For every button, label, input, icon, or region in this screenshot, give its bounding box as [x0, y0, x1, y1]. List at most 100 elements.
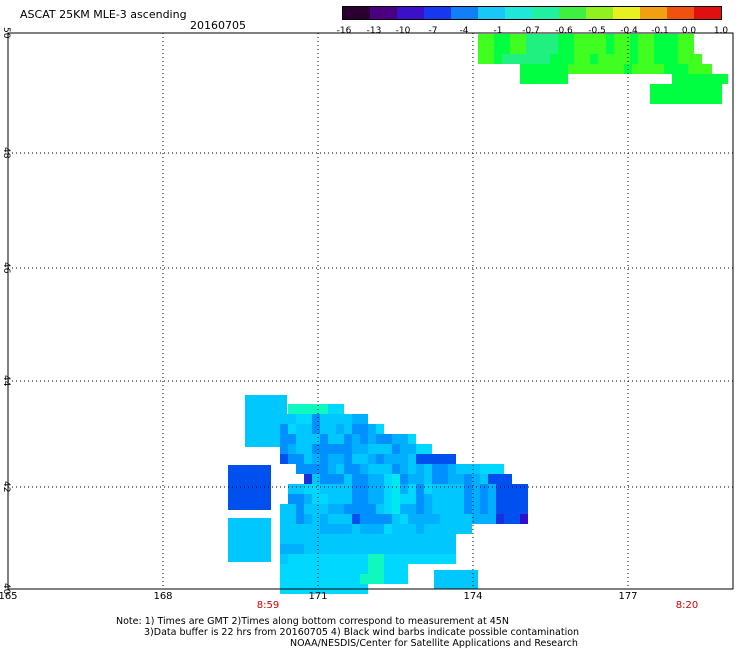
notes: Note: 1) Times are GMT 2)Times along bot… — [116, 616, 579, 649]
data-cell — [288, 414, 296, 424]
data-cell — [614, 34, 622, 44]
data-cell — [352, 484, 360, 494]
data-cell — [680, 74, 688, 84]
data-cell — [432, 504, 440, 514]
data-cell — [448, 454, 456, 464]
data-cell — [344, 504, 352, 514]
data-cell — [368, 444, 376, 454]
data-cell — [360, 534, 368, 544]
data-cell — [376, 464, 384, 474]
data-cell — [384, 464, 392, 474]
data-cell — [352, 514, 360, 524]
data-cell — [496, 494, 504, 504]
data-cell — [542, 34, 550, 44]
data-cell — [360, 554, 368, 564]
data-cell — [336, 494, 344, 504]
data-cell — [392, 574, 400, 584]
colorbar-tick-label: -7 — [428, 26, 438, 36]
data-cell — [352, 474, 360, 484]
data-cell — [336, 454, 344, 464]
data-cell — [328, 484, 336, 494]
data-cell — [312, 524, 320, 534]
data-cell — [614, 44, 622, 54]
data-cell — [296, 494, 304, 504]
data-cell — [416, 504, 424, 514]
data-cell — [376, 554, 384, 564]
data-cell — [344, 474, 352, 484]
data-cell — [416, 514, 424, 524]
data-cell — [312, 414, 320, 424]
data-cell — [440, 454, 448, 464]
data-cell — [488, 514, 496, 524]
colorbar-swatch — [640, 7, 667, 19]
data-cell — [384, 534, 392, 544]
data-cell — [336, 484, 344, 494]
data-cell — [312, 564, 320, 574]
data-cell — [606, 54, 614, 64]
data-cell — [400, 484, 408, 494]
data-cell — [424, 524, 432, 534]
data-cell — [368, 454, 376, 464]
data-cell — [600, 64, 608, 74]
data-cell — [352, 564, 360, 574]
data-cell — [360, 454, 368, 464]
data-cell — [678, 54, 686, 64]
data-cell — [416, 494, 424, 504]
data-cell — [304, 464, 312, 474]
data-cell — [320, 434, 328, 444]
data-cell — [714, 84, 722, 94]
data-cell — [280, 444, 288, 454]
colorbar-tick-label: -0.4 — [620, 26, 638, 36]
data-cell — [528, 64, 536, 74]
colorbar-swatch — [370, 7, 397, 19]
data-cell — [424, 474, 432, 484]
data-cell — [480, 474, 488, 484]
data-cell — [288, 454, 296, 464]
data-cell — [336, 534, 344, 544]
data-cell — [682, 94, 690, 104]
data-cell — [328, 564, 336, 574]
colorbar-swatch — [424, 7, 451, 19]
data-cell — [432, 544, 440, 554]
data-cell — [288, 404, 296, 414]
data-cell — [472, 504, 480, 514]
data-cell — [400, 564, 408, 574]
data-cell — [646, 34, 654, 44]
data-cell — [488, 484, 496, 494]
data-cell — [502, 34, 510, 44]
data-cell — [662, 34, 670, 44]
data-cell — [392, 514, 400, 524]
data-cell — [288, 564, 296, 574]
data-cell — [488, 494, 496, 504]
latitude-label: 48 — [1, 147, 11, 159]
data-cell — [328, 554, 336, 564]
data-cell — [328, 494, 336, 504]
data-cell — [424, 444, 432, 454]
data-cell — [584, 64, 592, 74]
data-cell — [518, 34, 526, 44]
note-line-2: 3)Data buffer is 22 hrs from 20160705 4)… — [144, 627, 580, 638]
data-cell — [408, 524, 416, 534]
data-cell — [686, 44, 694, 54]
data-cell — [650, 94, 658, 104]
data-cell — [352, 414, 360, 424]
data-cell — [336, 504, 344, 514]
data-cell — [576, 64, 584, 74]
colorbar-swatch — [478, 7, 505, 19]
data-cell — [320, 454, 328, 464]
data-cell — [352, 434, 360, 444]
data-cell — [432, 494, 440, 504]
data-cell — [360, 574, 368, 584]
data-cell — [472, 484, 480, 494]
data-cell — [352, 534, 360, 544]
data-cell — [376, 574, 384, 584]
data-cell — [464, 464, 472, 474]
data-cell — [558, 54, 566, 64]
data-cell — [616, 64, 624, 74]
data-cell — [502, 54, 510, 64]
data-cell — [560, 64, 568, 74]
data-cell — [320, 494, 328, 504]
data-cell — [622, 54, 630, 64]
data-cell — [496, 464, 504, 474]
data-cell — [448, 524, 456, 534]
